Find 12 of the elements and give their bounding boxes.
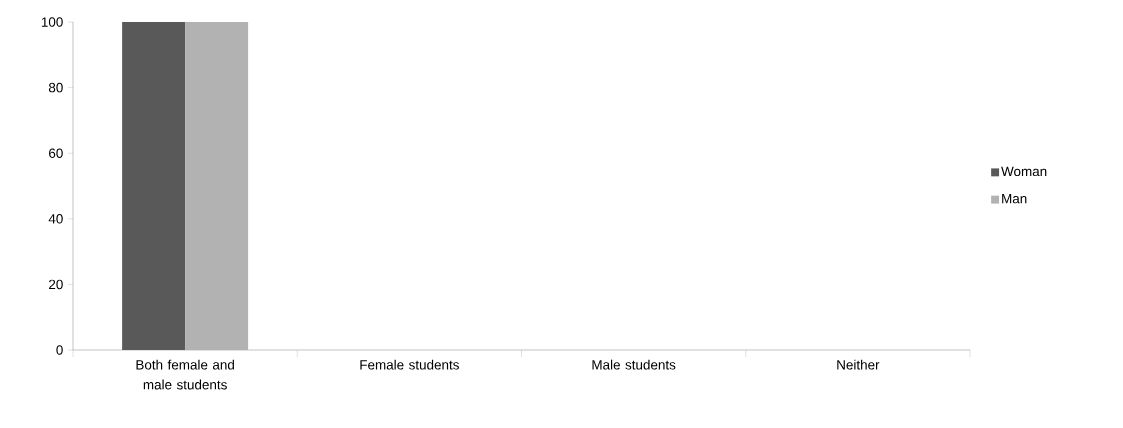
y-tick-label: 20 xyxy=(49,279,63,290)
legend-label: Woman xyxy=(1001,166,1047,177)
x-tick-label: Female students xyxy=(360,359,459,370)
y-tick-label: 100 xyxy=(41,17,63,27)
y-tick-label: 80 xyxy=(48,82,63,93)
y-tick-label: 40 xyxy=(48,214,63,224)
x-tick-label: Both female and male students xyxy=(136,359,234,390)
legend-label: Man xyxy=(1002,193,1027,204)
x-tick-label: Neither xyxy=(837,359,880,370)
y-tick-label: 0 xyxy=(56,345,63,355)
x-tick-label: Male students xyxy=(592,359,676,370)
y-tick-label: 60 xyxy=(49,148,63,158)
